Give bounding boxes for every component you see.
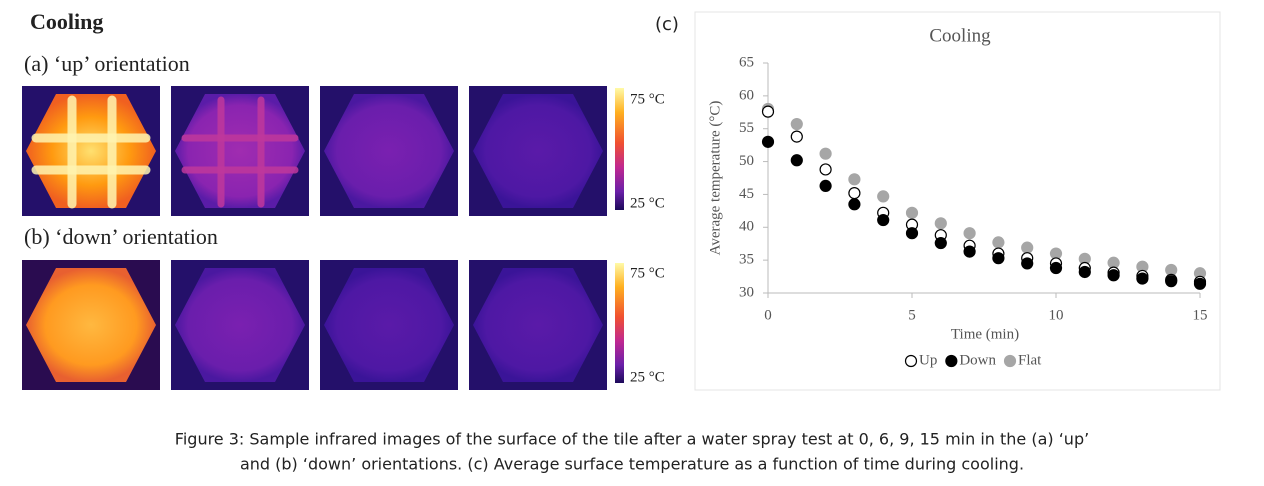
panel-label: (a) ‘up’ orientation: [24, 51, 190, 76]
infrared-image: [469, 260, 607, 390]
data-point: [992, 236, 1005, 249]
figure-heading: Cooling: [30, 9, 103, 34]
data-point: [1078, 265, 1091, 279]
infrared-image: [171, 260, 309, 390]
tile: [175, 94, 305, 208]
data-point: [790, 130, 803, 143]
colorbar-label: 25 °C: [630, 369, 665, 385]
data-point: [761, 135, 775, 148]
tile: [175, 268, 305, 382]
data-point: [1165, 275, 1178, 288]
tile: [473, 94, 603, 208]
y-tick-label: 55: [739, 120, 754, 136]
infrared-image: [171, 86, 309, 216]
x-tick-label: 5: [908, 307, 916, 323]
tile: [324, 268, 454, 382]
tile: [26, 268, 156, 382]
colorbar: [615, 263, 624, 383]
infrared-image: [320, 86, 458, 216]
data-point: [819, 147, 832, 160]
data-point: [992, 252, 1005, 265]
y-tick-label: 50: [739, 153, 754, 169]
data-point: [877, 213, 890, 227]
data-point: [1136, 272, 1149, 285]
data-point: [790, 154, 803, 167]
data-point: [848, 173, 861, 186]
data-point: [819, 163, 832, 176]
caption-line: Figure 3: Sample infrared images of the …: [175, 430, 1089, 449]
chart-title: Cooling: [929, 25, 991, 46]
legend-marker: [904, 354, 918, 368]
data-point: [848, 198, 861, 211]
x-tick-label: 10: [1049, 307, 1064, 323]
legend-marker: [945, 354, 958, 368]
data-point: [790, 118, 803, 131]
infrared-image: [22, 260, 160, 390]
y-axis-label: Average temperature (°C): [707, 101, 723, 256]
infrared-image: [469, 86, 607, 216]
data-point: [934, 217, 947, 230]
y-tick-label: 40: [739, 219, 754, 235]
data-point: [1021, 257, 1034, 270]
tile: [26, 94, 156, 208]
legend-label: Flat: [1018, 352, 1042, 368]
legend-label: Up: [919, 352, 937, 368]
data-point: [761, 105, 775, 118]
data-point: [963, 245, 976, 258]
infrared-image: [22, 86, 160, 216]
data-point: [905, 227, 919, 240]
infrared-image: [320, 260, 458, 390]
tile: [324, 94, 454, 208]
x-tick-label: 0: [764, 307, 772, 323]
x-axis-label: Time (min): [951, 326, 1019, 342]
data-point: [1107, 269, 1120, 282]
data-point: [934, 236, 947, 250]
x-tick-label: 15: [1193, 307, 1208, 323]
data-point: [848, 187, 861, 200]
y-tick-label: 45: [739, 186, 754, 202]
data-point: [963, 227, 976, 240]
panel-label: (c): [655, 14, 679, 35]
y-tick-label: 60: [739, 87, 754, 103]
legend-marker: [1003, 354, 1017, 368]
colorbar-label: 75 °C: [630, 265, 665, 281]
y-tick-label: 35: [739, 252, 754, 268]
data-point: [905, 206, 919, 219]
colorbar-label: 75 °C: [630, 91, 665, 107]
colorbar-label: 25 °C: [630, 195, 665, 211]
data-point: [877, 190, 890, 203]
data-point: [819, 179, 832, 192]
y-tick-label: 30: [739, 284, 754, 300]
y-tick-label: 65: [739, 54, 754, 70]
legend-label: Down: [959, 352, 996, 368]
data-point: [1049, 261, 1063, 275]
data-point: [1021, 241, 1034, 254]
chart-frame: [694, 11, 1221, 391]
caption-line: and (b) ‘down’ orientations. (c) Average…: [240, 455, 1024, 474]
panel-label: (b) ‘down’ orientation: [24, 224, 218, 249]
data-point: [1193, 277, 1207, 290]
tile: [473, 268, 603, 382]
colorbar: [615, 88, 624, 210]
